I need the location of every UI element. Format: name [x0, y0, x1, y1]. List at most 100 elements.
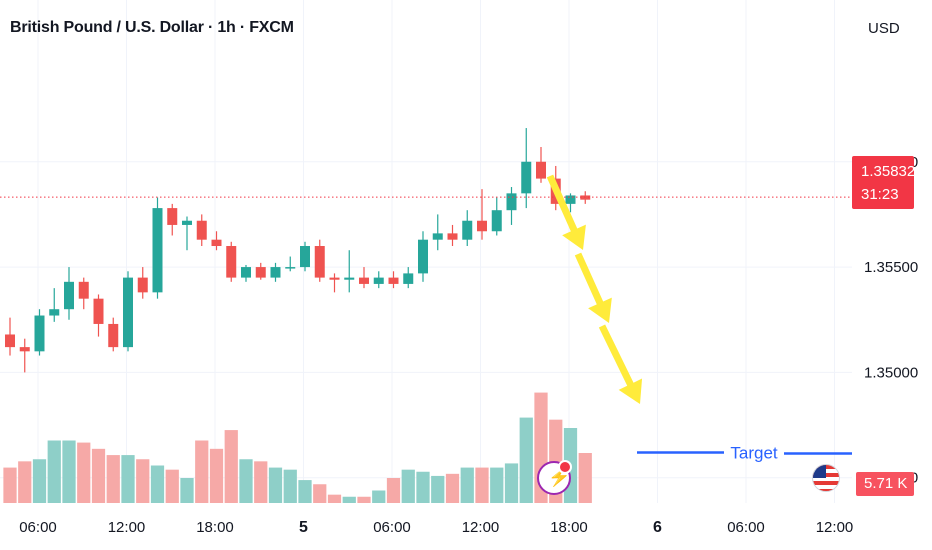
candle-body	[491, 210, 502, 232]
annotation: Target	[546, 174, 852, 462]
volume-bar	[106, 455, 120, 503]
volume-bar	[77, 442, 91, 503]
time-tick-label: 06:00	[19, 519, 57, 536]
candle-body	[255, 267, 266, 278]
candle-body	[314, 246, 325, 278]
candle-body	[432, 233, 443, 240]
candle-body	[388, 277, 399, 284]
candle-body	[477, 220, 487, 232]
candle-body	[359, 277, 369, 284]
candle-body	[462, 220, 473, 240]
candle-body	[64, 281, 74, 310]
annotation-arrow	[598, 324, 643, 404]
volume-bar	[209, 448, 224, 503]
volume-bar	[372, 490, 386, 503]
candle-body	[285, 267, 296, 269]
volume-bar	[519, 417, 533, 503]
volume-bar	[401, 469, 415, 503]
volume-bar	[386, 478, 401, 503]
volume-bar	[578, 453, 592, 503]
volume-bar	[268, 467, 283, 503]
candle-body	[344, 277, 355, 280]
candle-body	[418, 239, 428, 274]
candle-body	[300, 246, 310, 268]
candle-body	[182, 220, 192, 225]
annotation-arrow	[574, 252, 612, 323]
volume-bar	[460, 467, 474, 503]
volume-bar	[150, 465, 165, 503]
volume-bar	[32, 459, 47, 503]
time-tick-label: 6	[653, 519, 662, 536]
candle-body	[506, 193, 517, 211]
volume-bar	[239, 459, 253, 503]
candle-body	[34, 315, 45, 352]
candle-body	[270, 267, 281, 278]
candle-body	[373, 277, 384, 284]
volume-bar	[342, 496, 356, 503]
volume-bar	[195, 440, 209, 503]
volume-bar	[357, 496, 371, 503]
volume-tag: 5.71 K	[856, 472, 914, 496]
candle-body	[447, 233, 458, 240]
grid	[0, 0, 852, 503]
candle-body	[78, 281, 89, 299]
candle-body	[329, 277, 340, 280]
annotation-arrow	[546, 174, 586, 250]
time-tick-label: 18:00	[196, 519, 234, 536]
time-tick-label: 12:00	[816, 519, 854, 536]
time-tick-label: 06:00	[373, 519, 411, 536]
candle-body	[152, 208, 163, 293]
candle-body	[241, 267, 251, 278]
volume-bar	[18, 461, 32, 503]
time-tick-label: 12:00	[462, 519, 500, 536]
notification-dot	[558, 460, 572, 474]
time-tick-label: 5	[299, 519, 308, 536]
volume-bar	[47, 440, 61, 503]
volume-bar	[490, 467, 504, 503]
us-flag-icon[interactable]	[812, 464, 840, 492]
volume-bar	[224, 430, 238, 503]
volume-bar	[298, 480, 312, 503]
candle-body	[19, 347, 30, 352]
volume-bar	[431, 475, 445, 503]
candle-body	[536, 161, 546, 179]
volume-bar	[3, 467, 17, 503]
volume-bar	[121, 455, 135, 503]
volume-bar	[91, 448, 106, 503]
time-tick-label: 06:00	[727, 519, 765, 536]
time-tick-label: 12:00	[108, 519, 146, 536]
candle-body	[49, 309, 60, 316]
candle-body	[123, 277, 133, 348]
volume-bars	[3, 392, 592, 503]
time-tick-label: 18:00	[550, 519, 588, 536]
candles	[0, 128, 852, 373]
volume-bar	[165, 469, 179, 503]
volume-bar	[283, 469, 297, 503]
volume-bar	[445, 473, 460, 503]
candle-body	[403, 273, 414, 284]
currency-label[interactable]: USD	[868, 20, 900, 37]
chart-title[interactable]: British Pound / U.S. Dollar · 1h · FXCM	[10, 19, 294, 36]
candle-body	[211, 239, 222, 247]
volume-bar	[136, 459, 150, 503]
last-price: 1.35832	[861, 163, 916, 180]
flag-canton	[813, 465, 826, 478]
volume-bar	[313, 484, 327, 503]
volume-bar	[475, 467, 489, 503]
candle-body	[167, 208, 178, 225]
last-price-tag: 1.35832 31:23	[852, 156, 916, 209]
price-tick-label: 1.35500	[864, 259, 918, 276]
volume-bar	[504, 463, 519, 503]
volume-bar	[254, 461, 268, 503]
flash-button[interactable]: ⚡	[537, 460, 572, 495]
volume-bar	[62, 440, 76, 503]
candle-body	[521, 161, 532, 194]
volume-bar	[180, 478, 194, 503]
candle-body	[93, 298, 104, 324]
candle-body	[5, 334, 15, 348]
time-axis[interactable]: 06:00 12:00 18:00 5 06:00 12:00 18:00 6 06:00 12:…	[19, 519, 853, 536]
bar-countdown: 31:23	[861, 186, 899, 203]
candle-body	[108, 323, 119, 348]
